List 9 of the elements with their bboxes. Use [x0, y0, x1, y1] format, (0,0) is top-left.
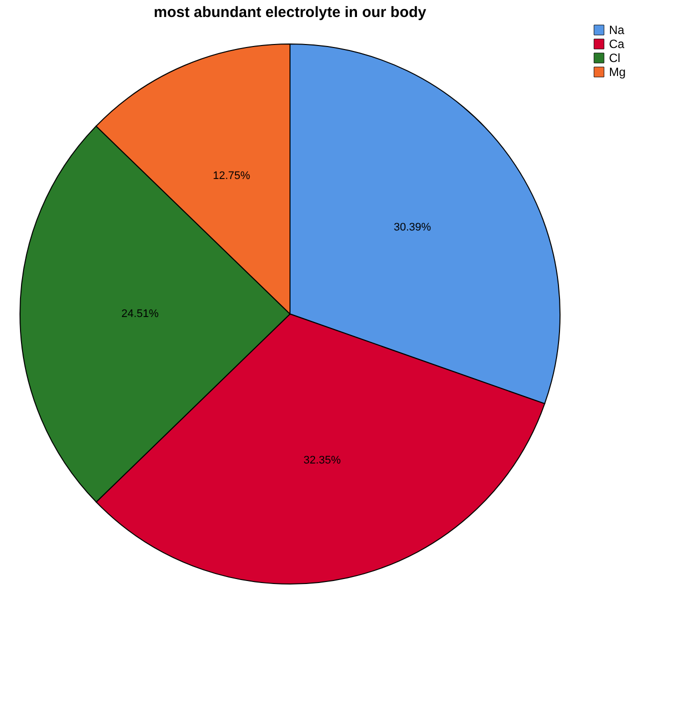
legend-label: Mg [609, 65, 626, 79]
data-label: 24.51% [121, 308, 159, 320]
data-label: 12.75% [212, 170, 250, 182]
legend-label: Ca [609, 37, 625, 51]
data-label: 30.39% [394, 221, 432, 234]
legend-label: Na [609, 23, 625, 37]
data-label: 32.35% [303, 454, 341, 467]
chart-title: most abundant electrolyte in our body [154, 4, 427, 21]
legend-label: Cl [609, 51, 620, 65]
